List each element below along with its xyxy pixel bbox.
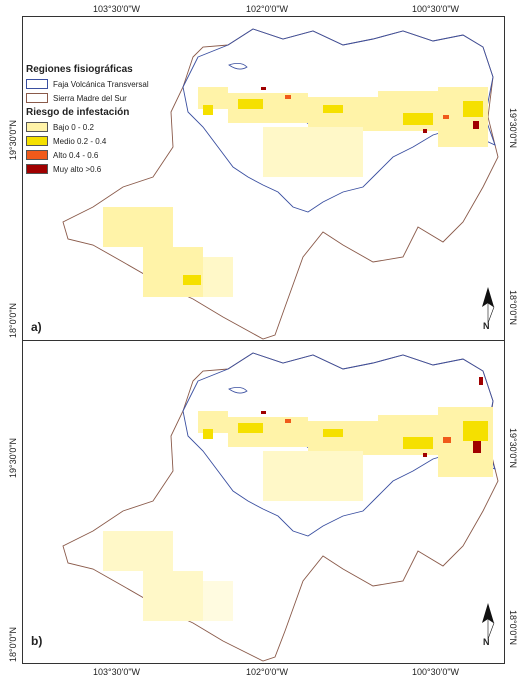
left-lat-label-3: 19°30'0"N [8,437,18,478]
sierra-madre-outline [62,352,499,662]
right-lat-label-4: 18°0'0"N [508,610,518,646]
right-lat-label-3: 19°30'0"N [508,428,518,469]
legend-swatch-bajo [26,122,48,132]
legend-item-muyalto: Muy alto >0.6 [26,163,166,175]
lake-shape [228,63,248,70]
legend-label-medio: Medio 0.2 - 0.4 [53,136,107,146]
legend-item-medio: Medio 0.2 - 0.4 [26,135,166,147]
legend-item-bajo: Bajo 0 - 0.2 [26,121,166,133]
panel-letter-a: a) [31,320,42,334]
faja-volcanica-outline [182,28,496,213]
right-lat-label-2: 18°0'0"N [508,290,518,326]
map-panel-a-svg [62,28,499,340]
left-lat-label-2: 18°0'0"N [8,302,18,338]
north-label-a: N [483,321,490,331]
north-arrow-icon [482,287,495,324]
legend-label-bajo: Bajo 0 - 0.2 [53,122,94,132]
map-panel-a: a) N [22,16,505,342]
bottom-lon-label-2: 102°0'0"W [246,667,289,677]
north-label-b: N [483,637,490,647]
panel-letter-b: b) [31,634,43,648]
legend-label-faja: Faja Volcánica Transversal [53,79,149,89]
legend-swatch-medio [26,136,48,146]
legend-item-sierra: Sierra Madre del Sur [26,92,166,104]
north-arrow-icon [482,603,495,640]
legend-swatch-muyalto [26,164,48,174]
right-lat-label-1: 19°30'0"N [508,108,518,149]
risk-patches [103,377,493,621]
lake-shape [228,387,248,394]
legend-label-alto: Alto 0.4 - 0.6 [53,150,99,160]
top-lon-label-1: 103°30'0"W [93,4,141,14]
bottom-lon-label-1: 103°30'0"W [93,667,141,677]
legend: Regiones fisiográficas Faja Volcánica Tr… [26,64,166,177]
legend-risk-title: Riesgo de infestación [26,107,130,118]
bottom-lon-label-3: 100°30'0"W [412,667,460,677]
left-lat-label-1: 19°30'0"N [8,119,18,160]
legend-regions-title: Regiones fisiográficas [26,64,133,75]
legend-item-faja: Faja Volcánica Transversal [26,78,166,90]
legend-label-sierra: Sierra Madre del Sur [53,93,127,103]
legend-item-alto: Alto 0.4 - 0.6 [26,149,166,161]
top-lon-label-3: 100°30'0"W [412,4,460,14]
map-panel-b-svg [62,352,499,662]
faja-volcanica-outline [182,352,496,537]
legend-swatch-faja [26,79,48,89]
risk-patches [103,87,488,297]
top-lon-label-2: 102°0'0"W [246,4,289,14]
legend-swatch-sierra [26,93,48,103]
legend-swatch-alto [26,150,48,160]
legend-label-muyalto: Muy alto >0.6 [53,164,102,174]
left-lat-label-4: 18°0'0"N [8,626,18,662]
map-panel-b: b) N [22,340,505,664]
